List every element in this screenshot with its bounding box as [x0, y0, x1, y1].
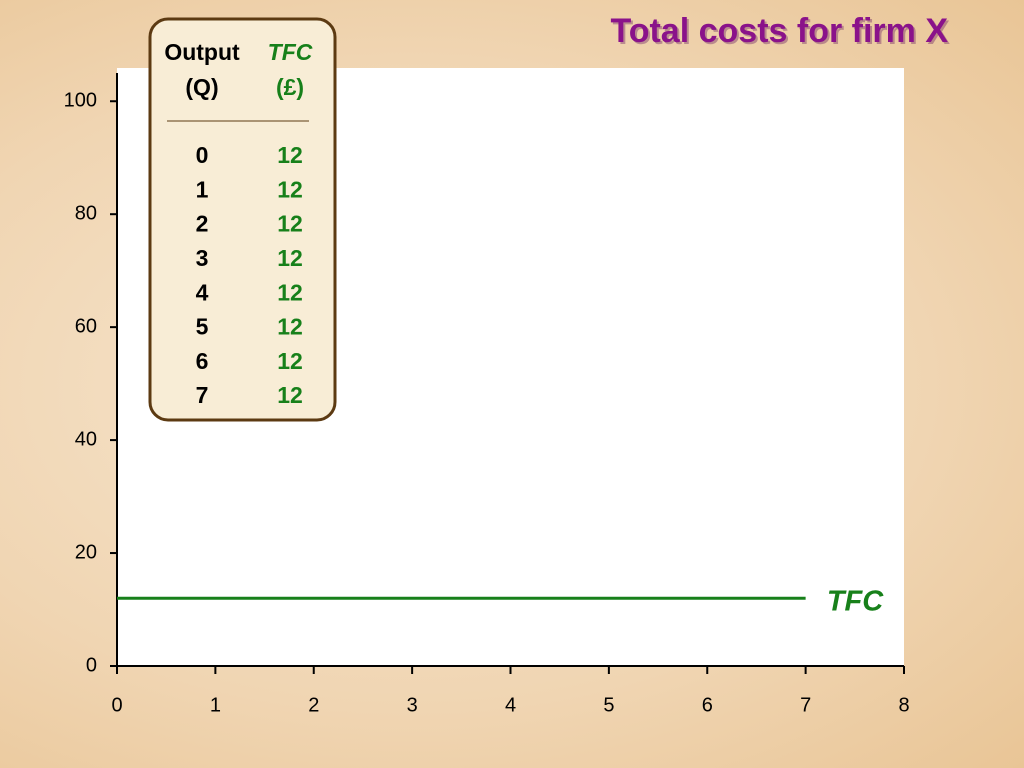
x-tick-label: 8	[898, 694, 909, 716]
table-header: (Q)	[185, 74, 218, 100]
table-box	[148, 17, 337, 422]
x-tick-label: 7	[800, 694, 811, 716]
table-header: TFC	[268, 39, 313, 65]
table-cell: 12	[277, 142, 303, 168]
x-tick-label: 1	[210, 694, 221, 716]
table-cell: 12	[277, 279, 303, 305]
table-cell: 12	[277, 245, 303, 271]
table-cell: 12	[277, 176, 303, 202]
x-tick-label: 5	[603, 694, 614, 716]
table-cell: 0	[196, 142, 209, 168]
x-tick-label: 6	[702, 694, 713, 716]
table-cell: 4	[196, 279, 209, 305]
y-tick-label: 100	[64, 90, 97, 112]
y-tick-label: 0	[86, 654, 97, 676]
table-cell: 6	[196, 348, 209, 374]
y-tick-label: 40	[75, 428, 97, 450]
x-tick-label: 2	[308, 694, 319, 716]
table-cell: 12	[277, 382, 303, 408]
table-cell: 12	[277, 211, 303, 237]
title-shadow: Total costs for firm X	[612, 14, 950, 52]
y-tick-label: 60	[75, 315, 97, 337]
table-cell: 2	[196, 211, 209, 237]
x-tick-label: 4	[505, 694, 516, 716]
table-cell: 7	[196, 382, 209, 408]
data-table: Output (Q) TFC (£) 0 12 1 12 2 12 3 12 4 12 5 12 6 12…	[148, 17, 337, 422]
x-tick-label: 3	[407, 694, 418, 716]
table-cell: 5	[196, 314, 209, 340]
table-cell: 12	[277, 348, 303, 374]
chart-title: Total costs for firm X	[610, 12, 948, 50]
x-tick-label: 0	[111, 694, 122, 716]
y-tick-label: 80	[75, 202, 97, 224]
series-label: TFC	[827, 586, 884, 618]
table-cell: 12	[277, 314, 303, 340]
y-tick-label: 20	[75, 541, 97, 563]
table-header: (£)	[276, 74, 304, 100]
table-cell: 1	[196, 176, 209, 202]
table-cell: 3	[196, 245, 209, 271]
table-header: Output	[164, 39, 240, 65]
